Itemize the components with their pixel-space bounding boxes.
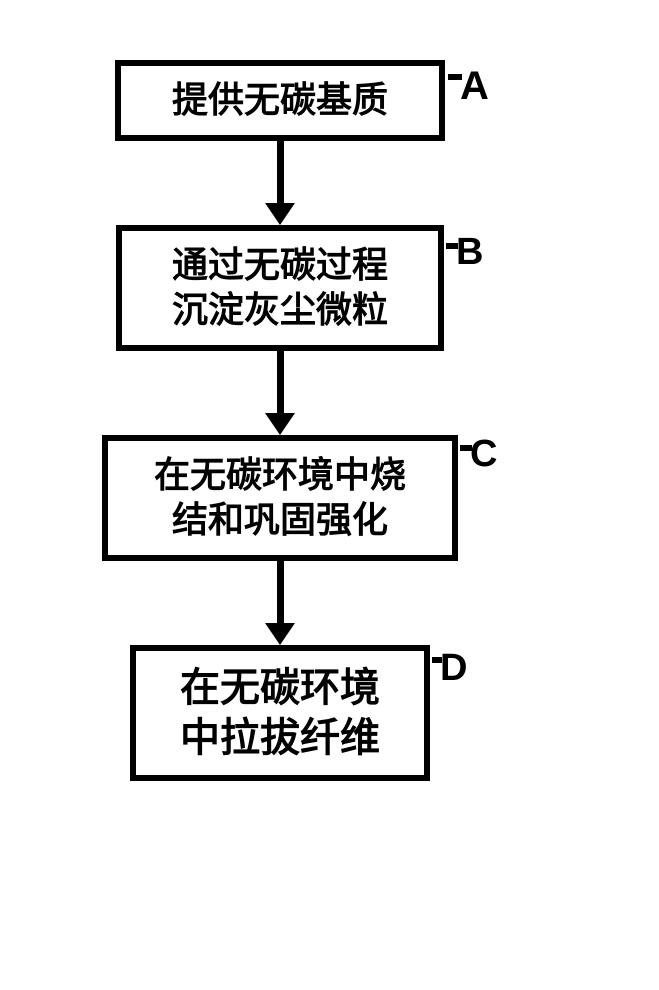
node-label-b: B [456,231,483,274]
flowchart-arrow [100,141,460,225]
node-text-line: 中拉拔纤维 [156,713,404,763]
flowchart-arrow [100,351,460,435]
flowchart-arrow [100,561,460,645]
arrow-head-icon [265,413,295,435]
arrow-head-icon [265,203,295,225]
node-text-line: 提供无碳基质 [141,78,419,123]
arrow-shaft [277,141,284,203]
node-wrap-a: 提供无碳基质 A [100,60,500,141]
node-label-a: A [460,64,489,109]
node-text-line: 结和巩固强化 [128,498,432,543]
node-text-line: 通过无碳过程 [142,243,418,288]
flowchart-node-c: 在无碳环境中烧结和巩固强化 [102,435,458,561]
flowchart-node-b: 通过无碳过程沉淀灰尘微粒 [116,225,444,351]
node-label-c: C [470,433,497,476]
node-label-d: D [440,647,467,690]
arrow-shaft [277,351,284,413]
arrow-shaft [277,561,284,623]
arrow-head-icon [265,623,295,645]
flowchart-container: 提供无碳基质A通过无碳过程沉淀灰尘微粒B在无碳环境中烧结和巩固强化C在无碳环境中… [100,60,500,781]
node-text-line: 沉淀灰尘微粒 [142,288,418,333]
flowchart-node-d: 在无碳环境中拉拔纤维 [130,645,430,781]
node-wrap-b: 通过无碳过程沉淀灰尘微粒 B [100,225,500,351]
node-wrap-d: 在无碳环境中拉拔纤维D [100,645,500,781]
node-text-line: 在无碳环境中烧 [128,453,432,498]
flowchart-node-a: 提供无碳基质 [115,60,445,141]
node-wrap-c: 在无碳环境中烧结和巩固强化 C [100,435,500,561]
node-text-line: 在无碳环境 [156,663,404,713]
